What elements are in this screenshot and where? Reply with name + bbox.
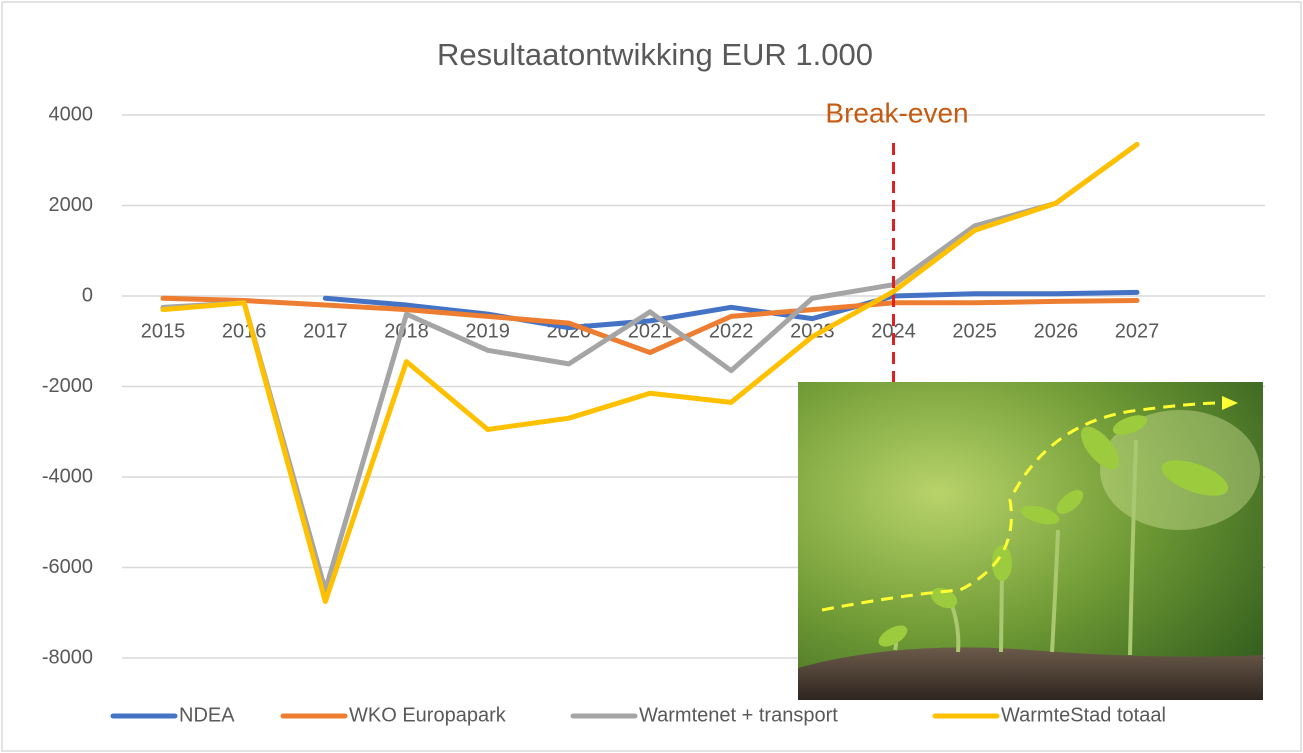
seedling-photo — [798, 382, 1263, 700]
legend-label: WKO Europapark — [349, 704, 507, 726]
x-tick-label: 2027 — [1115, 320, 1160, 342]
legend-label: Warmtenet + transport — [639, 704, 838, 726]
chart: Resultaatontwikking EUR 1.000 -8000 -6000… — [0, 0, 1303, 753]
y-tick-label: -8000 — [42, 646, 93, 668]
break-even-label: Break-even — [825, 97, 968, 128]
y-tick-label: 0 — [82, 284, 93, 306]
x-tick-label: 2017 — [303, 320, 348, 342]
y-tick-label: -4000 — [42, 465, 93, 487]
x-tick-label: 2026 — [1034, 320, 1079, 342]
y-tick-label: -2000 — [42, 375, 93, 397]
x-tick-label: 2016 — [222, 320, 267, 342]
legend-label: WarmteStad totaal — [1001, 704, 1166, 726]
x-tick-label: 2019 — [465, 320, 510, 342]
chart-title: Resultaatontwikking EUR 1.000 — [437, 37, 873, 72]
y-tick-label: -6000 — [42, 556, 93, 578]
page: {"chart_data": {"type": "line", "title":… — [0, 0, 1303, 753]
x-tick-label: 2015 — [141, 320, 186, 342]
x-tick-label: 2025 — [952, 320, 997, 342]
y-tick-label: 2000 — [49, 194, 94, 216]
y-tick-label: 4000 — [49, 103, 94, 125]
legend-label: NDEA — [179, 704, 235, 726]
